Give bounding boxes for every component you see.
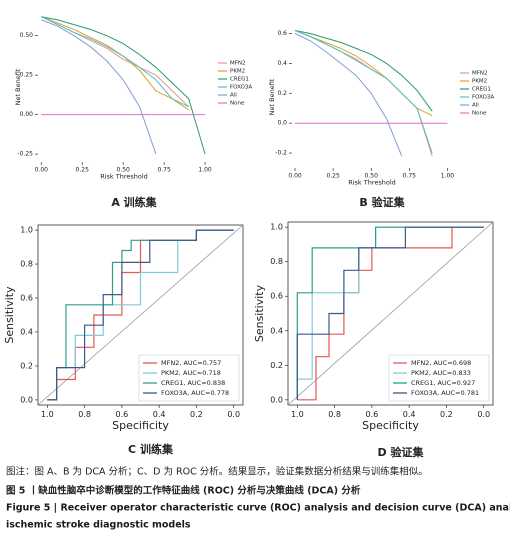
- figure-title-en: Figure 5 | Receiver operator characteris…: [6, 503, 510, 514]
- y-tick-label: 0.00: [20, 111, 34, 118]
- x-tick-label: 0.2: [440, 410, 453, 419]
- series-line: [296, 226, 484, 400]
- legend-label: CREG1: [472, 87, 491, 93]
- x-tick-label: 0.8: [78, 410, 91, 419]
- y-axis-label: Sensitivity: [253, 284, 266, 342]
- legend-label: FOXO3A: [472, 95, 494, 101]
- x-tick-label: 0.00: [288, 173, 302, 180]
- y-tick-label: 1.0: [270, 223, 283, 232]
- series-line: [294, 30, 433, 157]
- legend-label: PKM2: [472, 79, 487, 85]
- x-tick-label: 1.0: [291, 410, 304, 419]
- x-tick-label: 0.50: [365, 173, 379, 180]
- x-tick-label: 0.00: [35, 167, 49, 174]
- y-axis-label: Sensitivity: [3, 286, 16, 344]
- legend-label: None: [472, 111, 487, 117]
- panel-caption: B 验证集: [359, 195, 405, 209]
- x-tick-label: 0.2: [190, 410, 203, 419]
- y-tick-label: 0.50: [20, 32, 34, 39]
- x-tick-label: 1.00: [198, 167, 212, 174]
- y-tick-label: 0.6: [20, 294, 33, 303]
- legend-label: None: [230, 101, 245, 107]
- series-line: [41, 19, 157, 155]
- series-line: [294, 30, 433, 112]
- x-tick-label: 0.75: [157, 167, 171, 174]
- panel-caption: A 训练集: [111, 195, 157, 209]
- series-line: [294, 33, 403, 157]
- y-tick-label: 0.6: [270, 292, 283, 301]
- y-tick-label: 0.4: [20, 327, 33, 336]
- series-line: [294, 30, 433, 154]
- x-tick-label: 0.75: [403, 173, 417, 180]
- x-tick-label: 0.4: [153, 410, 166, 419]
- series-line: [47, 229, 234, 401]
- x-tick-label: 0.25: [326, 173, 340, 180]
- figure-note: 图注：图 A、B 为 DCA 分析；C、D 为 ROC 分析。结果显示，验证集数…: [6, 466, 428, 478]
- x-axis-label: Specificity: [112, 419, 169, 432]
- y-tick-label: 0.2: [277, 90, 287, 97]
- series-line: [41, 16, 189, 111]
- y-axis-label: Net Benefit: [14, 68, 22, 105]
- plot-frame: [37, 224, 244, 406]
- legend-label: FOXO3A, AUC=0.781: [411, 389, 479, 397]
- legend-label: All: [230, 93, 237, 99]
- y-tick-label: 0.4: [270, 326, 283, 335]
- y-tick-label: 0.6: [277, 30, 287, 37]
- panel-caption: D 验证集: [378, 445, 425, 459]
- y-axis-label: Net Benefit: [268, 78, 276, 115]
- y-tick-label: -0.25: [17, 151, 33, 158]
- y-tick-label: 1.0: [20, 226, 33, 235]
- plot-frame: [287, 221, 494, 406]
- y-tick-label: -0.2: [275, 150, 287, 157]
- legend-label: All: [472, 103, 479, 109]
- series-line: [41, 16, 190, 108]
- legend-label: PKM2: [230, 69, 245, 75]
- legend-label: MFN2, AUC=0.757: [161, 359, 221, 367]
- x-tick-label: 0.6: [115, 410, 128, 419]
- x-tick-label: 0.25: [76, 167, 90, 174]
- figure-title-cn: 图 5 丨缺血性脑卒中诊断模型的工作特征曲线 (ROC) 分析与决策曲线 (DC…: [6, 485, 361, 497]
- reference-diagonal: [287, 221, 494, 406]
- x-tick-label: 0.6: [365, 410, 378, 419]
- x-tick-label: 1.00: [441, 173, 455, 180]
- series-line: [41, 16, 189, 108]
- series-line: [296, 226, 484, 400]
- y-tick-label: 0.2: [270, 361, 283, 370]
- x-tick-label: 1.0: [41, 410, 54, 419]
- y-tick-label: 0.4: [277, 60, 287, 67]
- panel-caption: C 训练集: [128, 442, 174, 456]
- y-tick-label: 0.25: [20, 72, 34, 79]
- legend-label: MFN2, AUC=0.698: [411, 359, 471, 367]
- reference-diagonal: [37, 224, 244, 406]
- figure-title-en: ischemic stroke diagnostic models: [6, 520, 191, 531]
- y-tick-label: 0.0: [20, 395, 33, 404]
- legend-label: MFN2: [472, 71, 488, 77]
- x-axis-label: Risk Threshold: [348, 179, 396, 187]
- legend-label: CREG1, AUC=0.927: [411, 379, 475, 387]
- legend-label: FOXO3A, AUC=0.778: [161, 389, 229, 397]
- x-tick-label: 0.8: [328, 410, 341, 419]
- x-tick-label: 0.0: [227, 410, 240, 419]
- series-line: [41, 16, 206, 155]
- x-tick-label: 0.0: [477, 410, 490, 419]
- y-tick-label: 0.0: [277, 120, 287, 127]
- legend-label: CREG1, AUC=0.838: [161, 379, 225, 387]
- x-tick-label: 0.50: [117, 167, 131, 174]
- x-tick-label: 0.4: [403, 410, 416, 419]
- legend-label: PKM2, AUC=0.833: [411, 369, 471, 377]
- x-axis-label: Specificity: [362, 419, 419, 432]
- y-tick-label: 0.0: [270, 395, 283, 404]
- legend-label: MFN2: [230, 61, 246, 67]
- legend-label: PKM2, AUC=0.718: [161, 369, 221, 377]
- legend-label: FOXO3A: [230, 85, 252, 91]
- legend-label: CREG1: [230, 77, 249, 83]
- y-tick-label: 0.8: [20, 260, 33, 269]
- x-axis-label: Risk Threshold: [100, 173, 148, 181]
- y-tick-label: 0.2: [20, 361, 33, 370]
- y-tick-label: 0.8: [270, 257, 283, 266]
